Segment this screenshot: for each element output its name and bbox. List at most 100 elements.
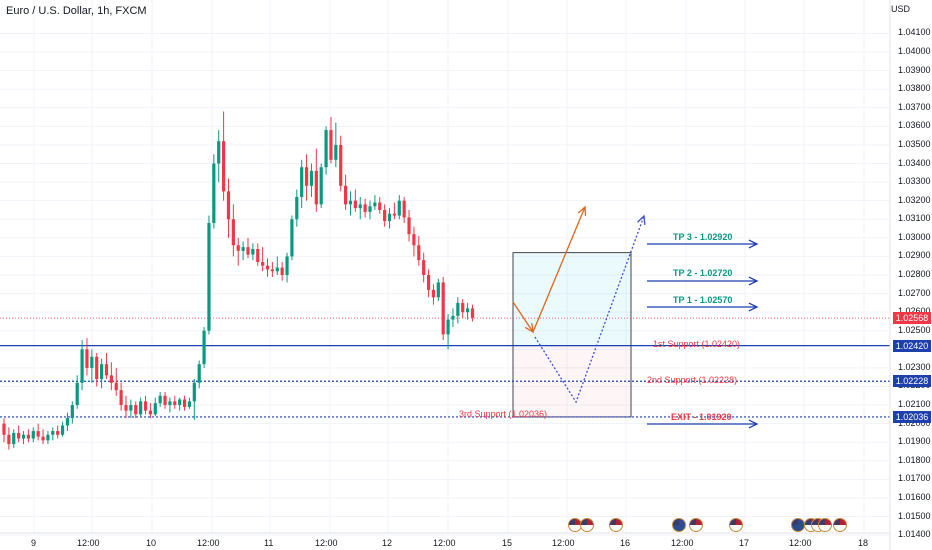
candle-body [261, 261, 265, 266]
drawings[interactable] [512, 205, 759, 429]
candle-body [75, 382, 79, 406]
candle-body [431, 289, 436, 298]
price-tick: 1.02500 [898, 324, 931, 335]
candle-body [109, 375, 113, 383]
profit-zone[interactable] [512, 252, 632, 347]
candle-body [46, 434, 50, 441]
candle-body [461, 302, 465, 313]
candle-body [368, 206, 372, 212]
exit-arrow-head [748, 419, 759, 429]
candle-body [148, 410, 152, 415]
us-flag-icon[interactable] [609, 518, 623, 532]
candle-body [31, 431, 35, 439]
exit-label: EXIT - 1.01920 [671, 412, 732, 422]
path-arrow-up [532, 206, 586, 333]
candle-body [197, 364, 201, 383]
tp2-arrow-head [748, 276, 759, 286]
time-tick: 12:00 [552, 538, 575, 548]
candle-body [295, 196, 299, 220]
candle-body [275, 267, 279, 272]
candle-body [70, 405, 74, 419]
candle-body [158, 395, 162, 404]
candle-body [222, 141, 226, 192]
time-tick: 15 [502, 538, 513, 548]
candle-body [163, 395, 167, 406]
candle-body [178, 399, 182, 406]
support1-price-label: 1.02420 [893, 339, 931, 352]
candle-body [95, 356, 99, 380]
candle-body [17, 432, 21, 439]
time-tick: 12:00 [77, 538, 100, 548]
price-tick: 1.03700 [898, 101, 931, 112]
us-flag-icon[interactable] [568, 518, 582, 532]
candle-body [65, 418, 70, 426]
price-tick: 1.01900 [898, 436, 931, 447]
candle-body [402, 200, 406, 218]
price-tick: 1.03500 [898, 138, 931, 149]
price-tick: 1.03300 [898, 176, 931, 187]
time-tick: 12:00 [433, 538, 456, 548]
candle-body [114, 382, 118, 391]
candle-body [334, 144, 338, 160]
price-tick: 1.03600 [898, 120, 931, 131]
time-tick: 9 [31, 538, 37, 548]
symbol-title[interactable]: Euro / U.S. Dollar, 1h, FXCM [6, 5, 147, 17]
us-flag-icon[interactable] [580, 518, 594, 532]
us-flag-icon[interactable] [689, 518, 703, 532]
candle-body [7, 434, 11, 445]
us-flag-icon[interactable] [729, 518, 743, 532]
us-flag-icon[interactable] [672, 518, 686, 532]
candle-body [363, 204, 367, 212]
support2-label: 2nd Support (1.02228) [647, 375, 737, 385]
candle-body [60, 425, 65, 435]
candle-body [373, 202, 377, 207]
candle-body [187, 401, 192, 407]
candle-body [41, 436, 45, 441]
candle-body [392, 213, 396, 216]
candle-body [36, 431, 40, 437]
annotations: TP 3 - 1.02920 TP 2 - 1.02720 TP 1 - 1.0… [459, 232, 740, 422]
price-tick: 1.02700 [898, 287, 931, 298]
candle-body [231, 219, 235, 246]
candle-body [246, 247, 250, 255]
candle-body [309, 170, 314, 186]
price-tick: 1.02100 [898, 399, 931, 410]
candle-body [119, 390, 123, 406]
support3-label: 3rd Support (1.02036) [459, 409, 547, 419]
price-tick: 1.03100 [898, 213, 931, 224]
candle-body [466, 308, 470, 313]
candle-body [182, 399, 187, 407]
candle-body [143, 401, 148, 411]
us-flag-icon[interactable] [818, 518, 832, 532]
candle-body [207, 222, 211, 331]
candle-body [300, 167, 304, 197]
support2-price-label: 1.02228 [893, 375, 931, 388]
us-flag-icon[interactable] [833, 518, 847, 532]
us-flag-icon[interactable] [791, 518, 805, 532]
price-tick: 1.01600 [898, 491, 931, 502]
candle-body [446, 319, 450, 335]
candle-body [397, 200, 401, 216]
time-tick: 17 [739, 538, 750, 548]
candle-body [265, 265, 270, 270]
path-dotted-head [637, 214, 646, 226]
candle-body [285, 256, 289, 275]
candle-body [339, 144, 343, 186]
path-dotted [534, 215, 645, 404]
tp1-label: TP 1 - 1.02570 [673, 295, 732, 305]
time-tick: 18 [858, 538, 869, 548]
candle-body [412, 234, 416, 246]
candle-body [324, 130, 328, 168]
currency-label[interactable]: USD [890, 4, 910, 14]
candle-body [134, 405, 138, 415]
candle-body [217, 141, 221, 164]
price-tick: 1.02600 [898, 306, 931, 316]
candle-body [314, 170, 318, 205]
candle-body [451, 315, 455, 320]
candle-body [2, 423, 6, 435]
candle-body [290, 219, 294, 257]
time-tick: 12:00 [671, 538, 694, 548]
candle-body [436, 282, 440, 298]
candle-body [241, 247, 245, 251]
